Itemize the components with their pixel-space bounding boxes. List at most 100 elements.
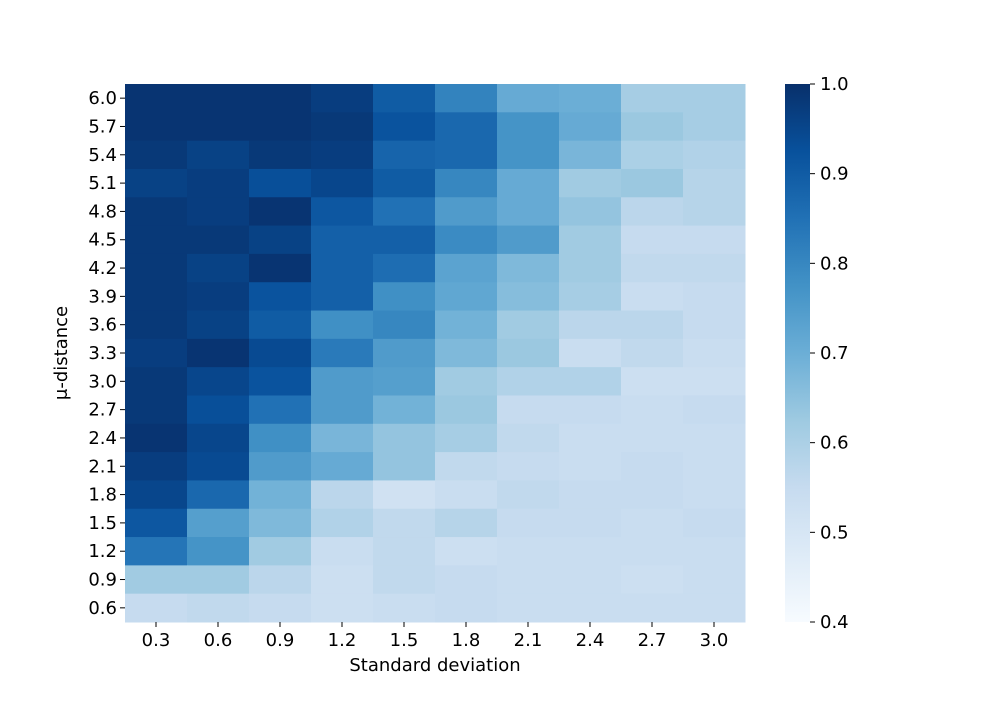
heatmap-cell: [125, 310, 188, 340]
heatmap-cell: [497, 480, 560, 510]
y-tick-label: 0.9: [88, 570, 117, 591]
heatmap-cell: [559, 168, 622, 198]
y-tick-label: 2.1: [88, 456, 117, 477]
heatmap-cell: [373, 310, 436, 340]
heatmap-cell: [311, 565, 374, 595]
heatmap-cell: [373, 197, 436, 227]
y-tick-label: 3.0: [88, 371, 117, 392]
x-tick-label: 3.0: [700, 630, 729, 651]
heatmap-cell: [249, 225, 312, 255]
heatmap-cell: [621, 338, 684, 368]
x-tick-label: 2.7: [638, 630, 667, 651]
y-tick-label: 0.6: [88, 598, 117, 619]
heatmap-cell: [373, 423, 436, 453]
x-tick-label: 1.8: [452, 630, 481, 651]
heatmap-cell: [559, 565, 622, 595]
heatmap-cell: [187, 84, 250, 113]
y-tick-label: 6.0: [88, 88, 117, 109]
colorbar-tick-label: 1.0: [820, 74, 849, 95]
heatmap-cell: [311, 253, 374, 283]
heatmap-cell: [187, 168, 250, 198]
heatmap-cell: [497, 508, 560, 538]
heatmap-cell: [311, 310, 374, 340]
heatmap-cell: [497, 225, 560, 255]
heatmap-cell: [621, 367, 684, 396]
heatmap-cell: [125, 225, 188, 255]
heatmap-cell: [683, 197, 746, 227]
heatmap-cell: [125, 197, 188, 227]
heatmap-cell: [311, 140, 374, 170]
heatmap-cell: [187, 225, 250, 255]
heatmap-cell: [683, 310, 746, 340]
x-axis-label: Standard deviation: [349, 655, 520, 676]
heatmap-cell: [125, 367, 188, 396]
heatmap-cell: [621, 225, 684, 255]
heatmap-cell: [559, 253, 622, 283]
heatmap-cell: [683, 423, 746, 453]
heatmap-cell: [621, 112, 684, 142]
heatmap-cell: [435, 480, 498, 510]
heatmap-cell: [497, 452, 560, 481]
heatmap-cell: [311, 338, 374, 368]
colorbar: [785, 84, 810, 622]
heatmap-cell: [311, 395, 374, 425]
heatmap-cell: [125, 565, 188, 595]
heatmap-cell: [621, 310, 684, 340]
y-tick-label: 3.6: [88, 315, 117, 336]
heatmap-cell: [249, 537, 312, 566]
heatmap-cell: [621, 565, 684, 595]
heatmap-cell: [311, 282, 374, 312]
heatmap-cell: [435, 537, 498, 566]
colorbar-tick-label: 0.4: [820, 612, 849, 633]
heatmap-cell: [373, 395, 436, 425]
heatmap-cell: [373, 84, 436, 113]
heatmap-cell: [497, 395, 560, 425]
colorbar-tick-label: 0.5: [820, 522, 849, 543]
heatmap-cell: [311, 593, 374, 623]
heatmap-cell: [125, 140, 188, 170]
heatmap-cell: [559, 310, 622, 340]
heatmap-cell: [683, 112, 746, 142]
heatmap-cell: [187, 282, 250, 312]
heatmap-cell: [435, 282, 498, 312]
heatmap-cell: [311, 225, 374, 255]
heatmap-cell: [683, 395, 746, 425]
heatmap-cell: [373, 112, 436, 142]
heatmap-cell: [373, 367, 436, 396]
heatmap-cell: [373, 253, 436, 283]
heatmap-cell: [435, 395, 498, 425]
heatmap-cell: [187, 253, 250, 283]
heatmap-cell: [497, 423, 560, 453]
heatmap-cell: [249, 197, 312, 227]
heatmap-cell: [435, 452, 498, 481]
heatmap-cell: [559, 395, 622, 425]
heatmap-cell: [435, 253, 498, 283]
heatmap-cell: [125, 593, 188, 623]
heatmap-cell: [497, 253, 560, 283]
heatmap-cell: [435, 565, 498, 595]
heatmap-cell: [125, 423, 188, 453]
heatmap-cell: [249, 253, 312, 283]
heatmap-cell: [683, 565, 746, 595]
heatmap-cell: [125, 537, 188, 566]
heatmap-cell: [249, 480, 312, 510]
heatmap-cell: [125, 84, 188, 113]
heatmap-cell: [559, 480, 622, 510]
heatmap-cell: [621, 423, 684, 453]
heatmap-cell: [683, 140, 746, 170]
heatmap-cell: [187, 423, 250, 453]
heatmap-cell: [683, 225, 746, 255]
heatmap-cell: [497, 565, 560, 595]
heatmap-cell: [249, 310, 312, 340]
heatmap-cell: [683, 168, 746, 198]
heatmap-cell: [249, 593, 312, 623]
heatmap-cell: [435, 508, 498, 538]
heatmap-cell: [187, 508, 250, 538]
heatmap-cell: [621, 168, 684, 198]
heatmap-cell: [497, 338, 560, 368]
heatmap-cell: [559, 508, 622, 538]
heatmap-cell: [683, 480, 746, 510]
heatmap-cell: [187, 593, 250, 623]
heatmap-cell: [559, 140, 622, 170]
heatmap-cell: [311, 168, 374, 198]
